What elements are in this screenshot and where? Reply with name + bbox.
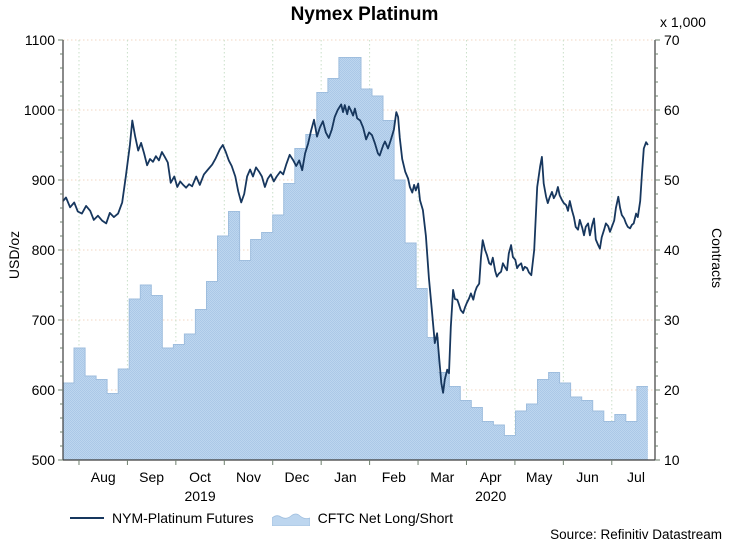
left-axis-tick-label: 900 bbox=[32, 172, 56, 188]
right-axis-tick-label: 60 bbox=[664, 102, 680, 118]
right-axis-tick-label: 20 bbox=[664, 382, 680, 398]
right-axis-ticks-and-labels: 10 20 30 40 50 60 70 bbox=[655, 32, 680, 468]
line-series-swatch-icon bbox=[70, 517, 104, 519]
right-axis-multiplier-label: x 1,000 bbox=[660, 14, 706, 30]
x-axis-month-label: Oct bbox=[189, 469, 211, 485]
x-axis-month-label: Mar bbox=[430, 469, 454, 485]
legend: NYM-Platinum Futures CFTC Net Long/Short bbox=[70, 508, 453, 528]
area-series-swatch-icon bbox=[271, 513, 310, 526]
right-axis-tick-label: 10 bbox=[664, 452, 680, 468]
x-axis-month-label: Dec bbox=[284, 469, 309, 485]
x-axis-month-label: Aug bbox=[91, 469, 116, 485]
left-axis-ticks-and-labels: 500 600 700 800 900 1000 1100 bbox=[24, 32, 63, 468]
x-axis-month-label: May bbox=[526, 469, 552, 485]
right-axis-title: Contracts bbox=[709, 228, 725, 288]
right-axis-tick-label: 50 bbox=[664, 172, 680, 188]
left-axis-tick-label: 800 bbox=[32, 242, 56, 258]
x-axis-ticks-and-labels: Aug Sep Oct Nov Dec Jan Feb Mar Apr May Jun Jul 2019… bbox=[78, 460, 645, 504]
x-axis-month-label: Sep bbox=[139, 469, 164, 485]
right-axis-tick-label: 40 bbox=[664, 242, 680, 258]
x-axis-year-label: 2019 bbox=[184, 488, 215, 504]
x-axis-month-label: Nov bbox=[236, 469, 261, 485]
x-axis-month-label: Feb bbox=[382, 469, 406, 485]
right-axis-tick-label: 70 bbox=[664, 32, 680, 48]
left-axis-tick-label: 1000 bbox=[24, 102, 55, 118]
left-axis-tick-label: 1100 bbox=[25, 32, 55, 48]
legend-label-futures: NYM-Platinum Futures bbox=[112, 510, 254, 526]
right-axis-tick-label: 30 bbox=[664, 312, 680, 328]
left-axis-title: USD/oz bbox=[6, 230, 22, 280]
left-axis-tick-label: 700 bbox=[32, 312, 56, 328]
left-axis-tick-label: 500 bbox=[32, 452, 56, 468]
cftc-net-long-area-series bbox=[63, 57, 648, 460]
x-axis-year-label: 2020 bbox=[475, 488, 506, 504]
x-axis-month-label: Jan bbox=[334, 469, 357, 485]
source-note: Source: Refinitiv Datastream bbox=[550, 527, 722, 542]
x-axis-month-label: Jun bbox=[576, 469, 599, 485]
left-axis-tick-label: 600 bbox=[32, 382, 56, 398]
legend-label-cftc: CFTC Net Long/Short bbox=[317, 510, 453, 526]
x-axis-month-label: Apr bbox=[480, 469, 502, 485]
page-title: Nymex Platinum bbox=[290, 4, 439, 25]
platinum-futures-line-series bbox=[62, 103, 649, 394]
x-axis-month-label: Jul bbox=[627, 469, 645, 485]
